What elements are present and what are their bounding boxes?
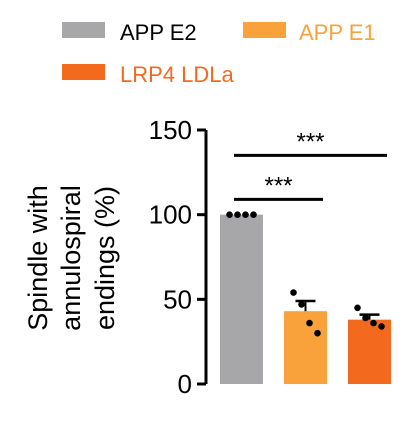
y-axis-label: Spindle with annulospiral endings (%): [23, 185, 120, 331]
significance-label: ***: [296, 128, 324, 155]
chart-legend: APP E2 APP E1 LRP4 LDLa: [62, 20, 376, 87]
data-point: [314, 329, 321, 337]
data-point: [290, 289, 297, 296]
legend-swatch: [62, 22, 105, 38]
legend-label: APP E1: [299, 20, 376, 45]
bar: [284, 311, 327, 384]
bars: [220, 214, 391, 384]
data-point: [250, 211, 257, 218]
y-axis-label-line: Spindle with: [23, 185, 53, 331]
data-point: [354, 304, 361, 312]
y-axis-label-line: annulospiral: [56, 185, 86, 331]
y-tick-label: 100: [149, 200, 192, 230]
bar: [220, 214, 263, 384]
data-points: [226, 211, 385, 337]
data-point: [370, 319, 377, 327]
legend-swatch: [243, 22, 286, 38]
data-point: [298, 301, 305, 308]
y-tick-label: 0: [178, 369, 192, 399]
legend-swatch: [62, 64, 105, 80]
y-tick-label: 50: [163, 284, 192, 314]
significance-label: ***: [264, 172, 292, 199]
data-point: [242, 211, 249, 218]
y-tick-label: 150: [149, 115, 192, 145]
y-axis: 0 50 100 150: [149, 115, 208, 399]
data-point: [234, 211, 241, 218]
significance-markers: ******: [234, 128, 387, 201]
bar: [348, 319, 391, 384]
y-axis-label-line: endings (%): [90, 186, 120, 330]
data-point: [378, 323, 385, 330]
data-point: [306, 319, 313, 327]
error-bars: [295, 299, 380, 320]
data-point: [362, 314, 369, 322]
legend-label: APP E2: [120, 20, 197, 45]
data-point: [226, 211, 233, 218]
legend-label: LRP4 LDLa: [120, 62, 235, 87]
